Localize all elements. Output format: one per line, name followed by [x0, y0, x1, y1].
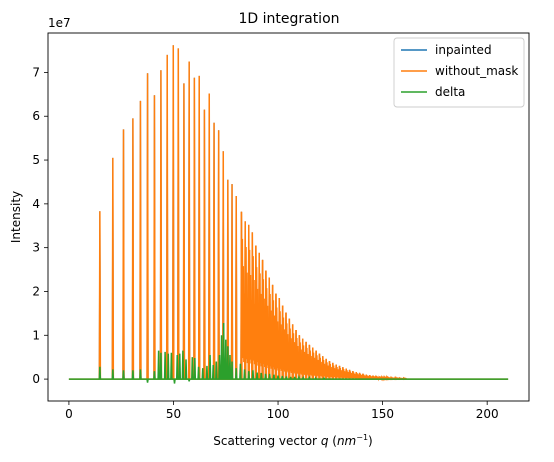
y-axis-label: Intensity	[9, 191, 23, 243]
plot-frame	[47, 32, 530, 402]
series-line-without_mask-dense	[240, 211, 407, 382]
y-tick-label: 1	[32, 328, 40, 342]
ticks-layer: 0 50 100 150 200 0 1 2 3 4 5 6 7	[32, 65, 498, 421]
y-tick-label: 2	[32, 284, 40, 298]
x-axis-label-var: q	[321, 434, 329, 448]
y-tick-label: 3	[32, 241, 40, 255]
x-tick-label: 150	[371, 407, 394, 421]
y-tick-label: 4	[32, 197, 40, 211]
x-axis-label-exp: −1	[356, 433, 368, 442]
legend-box	[393, 37, 525, 108]
x-axis-label-prefix: Scattering vector	[213, 434, 321, 448]
x-axis-label-open: (	[328, 434, 337, 448]
x-tick-label: 200	[476, 407, 499, 421]
x-tick-label: 100	[267, 407, 290, 421]
series-layer	[68, 45, 509, 384]
chart-title: 1D integration	[238, 11, 339, 27]
y-tick-label: 6	[32, 109, 40, 123]
y-tick-label: 5	[32, 153, 40, 167]
x-axis-label-unit: nm	[337, 434, 356, 448]
x-tick-label: 50	[166, 407, 181, 421]
legend-label-delta: delta	[435, 85, 465, 99]
legend-label-without_mask: without_mask	[435, 64, 518, 78]
legend-label-inpainted: inpainted	[435, 43, 492, 57]
x-tick-label: 0	[65, 407, 73, 421]
y-tick-label: 0	[32, 372, 40, 386]
y-axis-multiplier: 1e7	[48, 16, 71, 30]
series-line-delta	[68, 323, 509, 384]
y-tick-label: 7	[32, 65, 40, 79]
x-axis-label-close: )	[368, 434, 373, 448]
x-axis-label: Scattering vector q (nm−1)	[213, 433, 372, 448]
